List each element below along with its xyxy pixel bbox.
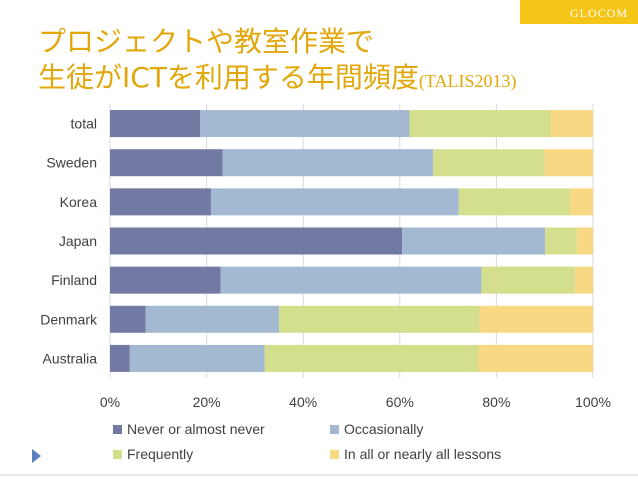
bar-total-series-3: [550, 110, 593, 138]
title-line-2-suffix: (TALIS2013): [418, 71, 517, 91]
bar-finland-series-3: [575, 266, 593, 294]
legend-label-1: Occasionally: [344, 421, 423, 437]
x-tick-label-3: 60%: [386, 394, 414, 410]
bar-finland-series-2: [481, 266, 576, 294]
bar-korea-series-1: [210, 188, 459, 216]
category-label-denmark: Denmark: [40, 311, 98, 327]
legend-swatch-1: [330, 425, 339, 434]
title-line-1: プロジェクトや教室作業で: [38, 25, 375, 58]
slide-title: プロジェクトや教室作業で 生徒がICTを利用する年間頻度(TALIS2013): [38, 24, 516, 99]
bar-sweden-series-2: [433, 149, 545, 177]
bar-denmark-series-0: [110, 305, 146, 333]
bar-denmark-series-2: [279, 305, 480, 333]
legend-swatch-0: [113, 425, 122, 434]
title-line-2: 生徒がICTを利用する年間頻度(TALIS2013): [38, 60, 516, 99]
x-tick-label-2: 40%: [289, 394, 317, 410]
bar-japan-series-1: [402, 227, 546, 255]
category-label-australia: Australia: [43, 350, 98, 366]
bar-finland-series-1: [220, 266, 482, 294]
legend-label-3: In all or nearly all lessons: [344, 446, 501, 462]
bar-sweden-series-3: [544, 149, 593, 177]
category-label-sweden: Sweden: [46, 155, 97, 171]
bottom-divider: [0, 474, 638, 476]
category-label-korea: Korea: [60, 194, 98, 210]
bar-total-series-1: [200, 110, 410, 138]
bar-denmark-series-1: [145, 305, 280, 333]
legend-label-0: Never or almost never: [127, 421, 265, 437]
bar-australia-series-1: [129, 344, 265, 372]
category-label-japan: Japan: [59, 233, 97, 249]
category-label-total: total: [71, 116, 97, 132]
bar-korea-series-3: [570, 188, 593, 216]
bar-denmark-series-3: [479, 305, 593, 333]
legend-label-2: Frequently: [127, 446, 193, 462]
x-tick-label-4: 80%: [482, 394, 510, 410]
x-tick-label-0: 0%: [100, 394, 120, 410]
bar-korea-series-0: [110, 188, 211, 216]
x-tick-label-1: 20%: [193, 394, 221, 410]
bar-finland-series-0: [110, 266, 221, 294]
bar-sweden-series-0: [110, 149, 223, 177]
bar-total-series-2: [409, 110, 551, 138]
x-tick-label-5: 100%: [575, 394, 611, 410]
brand-label: GLOCOM: [569, 6, 628, 20]
bar-japan-series-2: [545, 227, 578, 255]
bar-australia-series-0: [110, 344, 130, 372]
title-line-2-main: 生徒がICTを利用する年間頻度: [38, 61, 419, 94]
bar-australia-series-2: [264, 344, 479, 372]
bullet-arrow-icon: [32, 449, 41, 463]
legend-swatch-3: [330, 450, 339, 459]
bar-australia-series-3: [478, 344, 593, 372]
category-label-finland: Finland: [51, 272, 97, 288]
bar-total-series-0: [110, 110, 201, 138]
bar-japan-series-0: [110, 227, 403, 255]
bar-japan-series-3: [577, 227, 593, 255]
bar-korea-series-2: [458, 188, 571, 216]
brand-bar: GLOCOM: [520, 0, 638, 24]
bar-sweden-series-1: [222, 149, 434, 177]
legend-swatch-2: [113, 450, 122, 459]
